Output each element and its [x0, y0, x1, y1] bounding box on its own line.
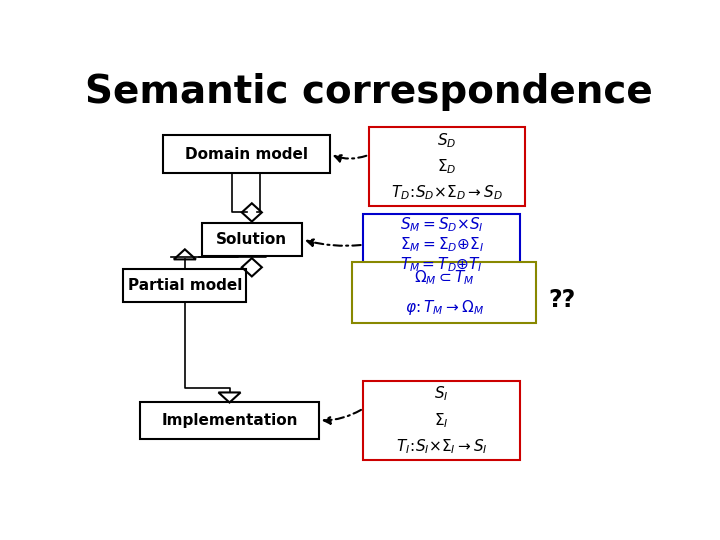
Bar	[352, 262, 536, 322]
Text: Domain model: Domain model	[185, 147, 307, 161]
Text: $\varphi\!: T_M {\rightarrow} \Omega_M$: $\varphi\!: T_M {\rightarrow} \Omega_M$	[405, 298, 484, 317]
Text: $\Sigma_I$: $\Sigma_I$	[434, 411, 449, 430]
Text: $S_I$: $S_I$	[434, 384, 449, 403]
Text: Solution: Solution	[216, 232, 287, 247]
Text: Partial model: Partial model	[127, 278, 242, 293]
Text: $S_D$: $S_D$	[438, 131, 456, 150]
Text: ??: ??	[548, 288, 575, 312]
Bar	[369, 127, 526, 206]
Bar	[124, 268, 246, 302]
Bar	[364, 214, 520, 275]
Text: $T_D\!:\!S_D{\times}\Sigma_D{\rightarrow}S_D$: $T_D\!:\!S_D{\times}\Sigma_D{\rightarrow…	[391, 184, 503, 202]
Bar	[140, 402, 319, 439]
Text: Semantic correspondence: Semantic correspondence	[85, 73, 653, 111]
Bar	[163, 136, 330, 173]
Text: $T_M{=}T_D {\oplus} T_I$: $T_M{=}T_D {\oplus} T_I$	[400, 255, 483, 274]
Text: $T_I\!:\!S_I{\times}\Sigma_I{\rightarrow}S_I$: $T_I\!:\!S_I{\times}\Sigma_I{\rightarrow…	[396, 437, 487, 456]
Text: $S_M {=}S_D {\times} S_I$: $S_M {=}S_D {\times} S_I$	[400, 215, 483, 234]
Text: $\Omega_M{\subset}T_M$: $\Omega_M{\subset}T_M$	[414, 268, 474, 287]
Text: $\Sigma_M{=} \Sigma_D {\oplus} \Sigma_I$: $\Sigma_M{=} \Sigma_D {\oplus} \Sigma_I$	[400, 235, 484, 254]
Bar	[364, 381, 520, 460]
Text: $\Sigma_D$: $\Sigma_D$	[437, 157, 457, 176]
Bar	[202, 223, 302, 256]
Text: Implementation: Implementation	[161, 413, 298, 428]
